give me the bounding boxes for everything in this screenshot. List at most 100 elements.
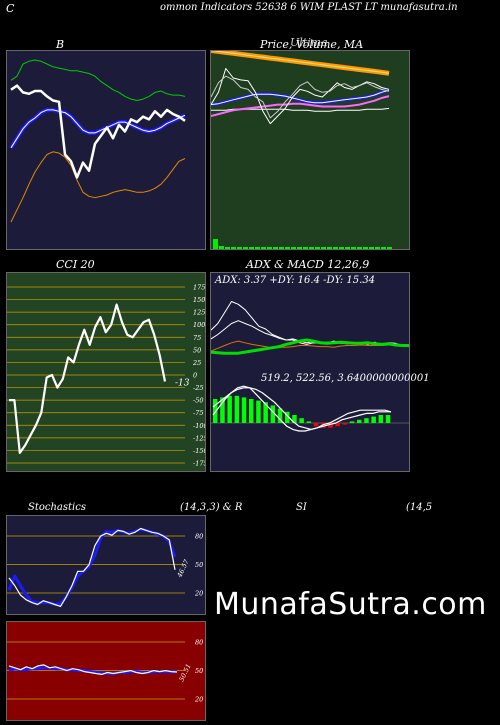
cci-tick-label: 50 — [193, 346, 201, 354]
adx-macd-chart — [211, 301, 409, 432]
stoch-k-line — [8, 527, 176, 608]
volume-bar — [237, 247, 242, 249]
bb-middle-line — [10, 109, 186, 149]
volume-bar — [303, 247, 308, 249]
macd-histogram-bar — [335, 423, 340, 427]
volume-bar — [243, 247, 248, 249]
stoch-tick-label: 50 — [195, 561, 203, 569]
volume-bar — [291, 247, 296, 249]
volume-bar — [339, 247, 344, 249]
volume-bar — [213, 239, 218, 249]
cci-tick-label: -125 — [193, 434, 205, 442]
header-letter: C — [6, 2, 15, 15]
volume-bar — [219, 246, 224, 249]
cci-chart: 175 150 125 100 75 50 25 0 -25 -50 -75 -100 -125 -150… — [7, 284, 205, 468]
cci-title: CCI 20 — [56, 258, 95, 271]
macd-histogram-bar — [277, 408, 283, 423]
cci-tick-label: 100 — [193, 321, 205, 329]
rsi-panel: 80 50 20 50.51 — [6, 621, 206, 721]
macd-signal-line — [212, 387, 391, 430]
macd-histogram-bar — [256, 400, 261, 423]
macd-histogram-bar — [270, 405, 276, 423]
stoch-title-left: Stochastics — [28, 502, 86, 513]
macd-histogram-bar — [378, 415, 384, 423]
volume-bar — [387, 247, 392, 249]
rsi-current-label: 50.51 — [178, 663, 193, 683]
adx-line-green — [211, 338, 409, 355]
macd-values: 519.2, 522.56, 3.6400000000001 — [261, 373, 430, 384]
bb-price-line — [10, 84, 186, 179]
rsi-tick-label: 50 — [195, 667, 203, 675]
cci-tick-label: -150 — [193, 447, 205, 455]
stoch-current-label: 46.57 — [175, 558, 191, 580]
volume-bar — [327, 247, 332, 249]
cci-tick-label: 175 — [193, 284, 205, 292]
cci-tick-label: 150 — [193, 296, 205, 304]
macd-histogram-bar — [299, 418, 304, 423]
rsi-tick-label: 80 — [195, 639, 203, 647]
adx-panel: ADX: 3.37 +DY: 16.4 -DY: 15.34 519.2, 52… — [210, 272, 430, 472]
rsi-tick-label: 20 — [194, 696, 203, 704]
price-ma-pink — [211, 95, 390, 117]
cci-tick-label: -100 — [193, 422, 205, 430]
volume-bar — [345, 247, 350, 249]
macd-histogram-bar — [263, 402, 268, 423]
price-ma-blue-inner — [211, 89, 390, 106]
header-title: ommon Indicators 52638 6 WIM PLAST LT mu… — [160, 2, 458, 13]
cci-current-label: -13 — [175, 379, 190, 389]
rsi-title-right: (14,5 — [406, 502, 433, 513]
stoch-tick-label: 80 — [195, 533, 203, 541]
cci-tick-label: 0 — [193, 372, 197, 380]
adx-values: ADX: 3.37 +DY: 16.4 -DY: 15.34 — [215, 275, 376, 286]
volume-bar — [267, 247, 272, 249]
macd-histogram-bar — [364, 418, 369, 423]
macd-line — [212, 385, 392, 432]
volume-bar — [369, 247, 374, 249]
cci-tick-label: -175 — [193, 460, 205, 468]
price-title: Price, Volume, MA — [260, 38, 364, 51]
cci-tick-label: -75 — [193, 409, 203, 417]
price-chart — [211, 51, 392, 249]
stochastics-chart: 80 50 20 46.57 — [7, 527, 203, 608]
volume-bar — [309, 247, 314, 249]
macd-histogram-bar — [227, 395, 232, 423]
cci-tick-label: -25 — [193, 384, 203, 392]
bollinger-panel — [6, 50, 206, 250]
macd-histogram-bar — [220, 397, 225, 423]
macd-histogram-bar — [385, 415, 391, 423]
volume-bar — [261, 247, 266, 249]
macd-histogram-bar — [349, 421, 355, 423]
macd-histogram-bar — [285, 411, 290, 423]
macd-histogram-bar — [371, 416, 376, 423]
volume-bar — [231, 247, 236, 249]
bb-title: B — [56, 38, 65, 51]
cci-tick-label: -50 — [193, 397, 203, 405]
volume-bar — [225, 247, 230, 249]
rsi-chart: 80 50 20 50.51 — [7, 639, 203, 704]
volume-bar — [381, 247, 386, 249]
macd-histogram-bar — [357, 419, 362, 423]
volume-bar — [357, 247, 362, 249]
macd-histogram-bar — [292, 415, 297, 423]
macd-histogram-bar — [241, 397, 247, 423]
cci-tick-label: 125 — [193, 309, 205, 317]
volume-bar — [321, 247, 326, 249]
stoch-title-mid: (14,3,3) & R — [180, 502, 243, 513]
adx-line-orange — [211, 340, 409, 352]
cci-panel: 175 150 125 100 75 50 25 0 -25 -50 -75 -100 -125 -150… — [6, 272, 206, 472]
volume-bar — [315, 247, 320, 249]
price-title-overlay: Ultima — [290, 36, 328, 49]
rsi-title: SI — [296, 502, 307, 513]
macd-histogram-bar — [249, 399, 254, 423]
volume-bar — [285, 247, 290, 249]
volume-bar — [255, 247, 260, 249]
macd-histogram-bar — [306, 421, 312, 423]
cci-tick-label: 25 — [192, 359, 201, 367]
macd-histogram-bar — [213, 399, 218, 423]
macd-histogram-bar — [234, 395, 240, 423]
price-panel — [210, 50, 410, 250]
macd-histogram-bar — [328, 423, 333, 428]
volume-bar — [273, 247, 278, 249]
macd-histogram-bar — [313, 423, 319, 427]
price-line — [211, 68, 390, 125]
